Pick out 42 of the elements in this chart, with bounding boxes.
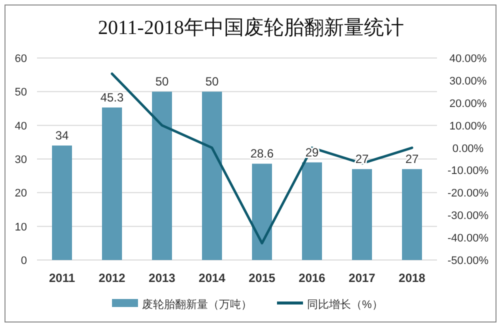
y2-tick-label: 30.00% bbox=[449, 75, 487, 88]
x-tick-label: 2011 bbox=[48, 271, 76, 285]
bar bbox=[152, 92, 172, 260]
y2-tick-label: 40.00% bbox=[449, 53, 487, 65]
y-tick-label: 60 bbox=[14, 53, 27, 65]
y2-tick-label: -40.00% bbox=[448, 232, 489, 245]
x-tick-label: 2017 bbox=[348, 271, 376, 285]
x-tick-label: 2018 bbox=[398, 271, 426, 285]
x-tick-label: 2013 bbox=[148, 271, 176, 285]
y2-tick-label: -20.00% bbox=[448, 188, 489, 200]
y2-tick-label: 10.00% bbox=[449, 120, 487, 132]
y2-tick-label: 20.00% bbox=[449, 98, 487, 110]
y2-tick-label: -50.00% bbox=[448, 255, 489, 267]
y-tick-label: 50 bbox=[14, 86, 27, 99]
data-label: 27 bbox=[405, 152, 419, 166]
data-label: 50 bbox=[155, 74, 169, 89]
bar bbox=[402, 169, 422, 260]
bar bbox=[102, 107, 122, 260]
y2-tick-label: -10.00% bbox=[448, 165, 489, 178]
x-tick-label: 2016 bbox=[298, 271, 326, 285]
bar bbox=[352, 169, 372, 260]
y-tick-label: 30 bbox=[14, 154, 27, 166]
chart-title: 2011-2018年中国废轮胎翻新量统计 bbox=[98, 17, 404, 39]
data-label: 28.6 bbox=[250, 146, 274, 161]
x-tick-label: 2015 bbox=[248, 271, 276, 285]
y-tick-label: 10 bbox=[14, 221, 27, 234]
bar bbox=[202, 92, 222, 260]
y-tick-label: 20 bbox=[14, 188, 27, 200]
bar bbox=[52, 146, 72, 260]
bar bbox=[302, 162, 322, 260]
y-tick-label: 0 bbox=[20, 255, 27, 267]
bar bbox=[252, 164, 272, 260]
data-label: 45.3 bbox=[100, 90, 124, 104]
y2-tick-label: -30.00% bbox=[448, 210, 489, 222]
y-tick-label: 40 bbox=[14, 120, 27, 132]
data-label: 50 bbox=[205, 74, 219, 89]
legend-label: 同比增长（%） bbox=[307, 298, 383, 311]
legend-label: 废轮胎翻新量（万吨） bbox=[142, 298, 252, 311]
x-tick-label: 2012 bbox=[98, 271, 126, 285]
data-label: 34 bbox=[55, 128, 69, 143]
y2-tick-label: 0.00% bbox=[452, 142, 484, 155]
x-tick-label: 2014 bbox=[198, 271, 226, 285]
